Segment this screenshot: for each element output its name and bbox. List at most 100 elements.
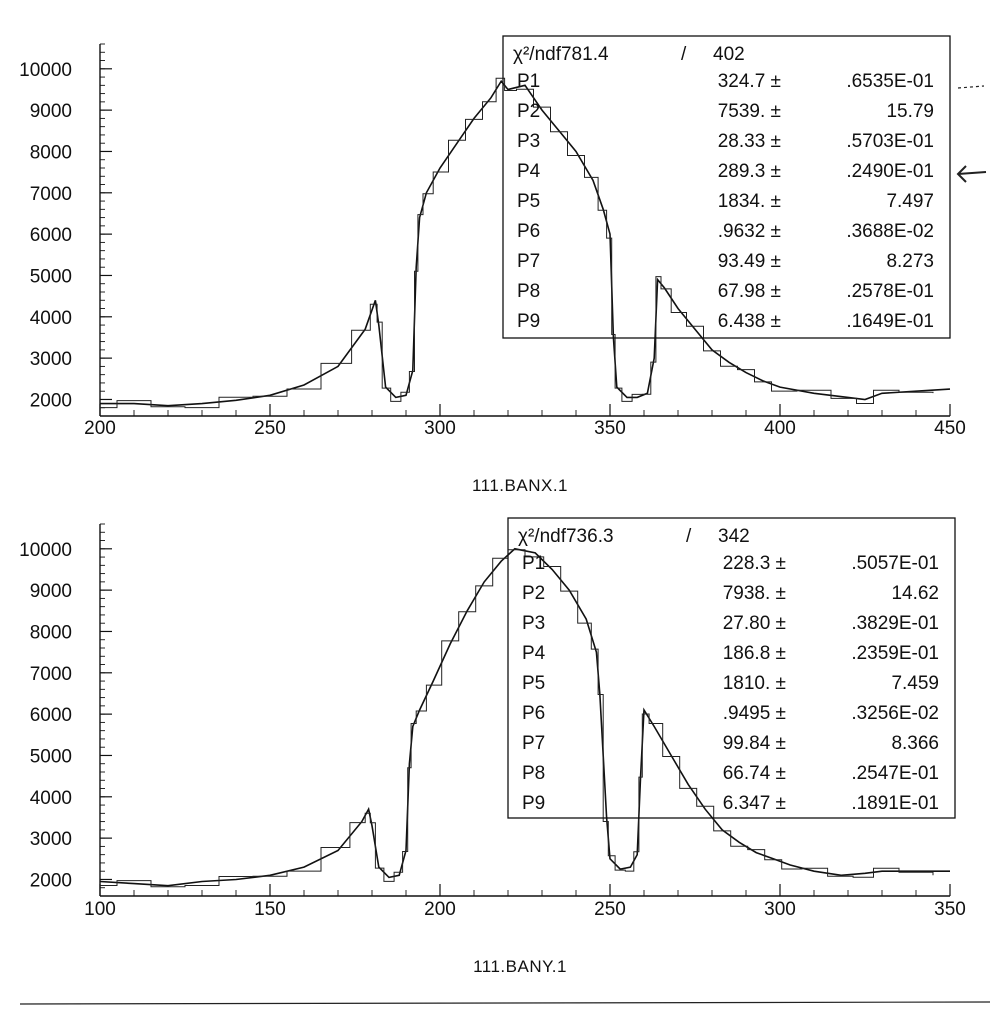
stats-param-value: 6.438 ± xyxy=(718,311,781,332)
stats-param-value: 186.8 ± xyxy=(723,643,786,664)
histogram-steps xyxy=(100,77,934,409)
stats-param-value: 7938. ± xyxy=(723,583,786,604)
stats-param-error: 7.459 xyxy=(891,673,939,694)
x-tick-label: 250 xyxy=(594,899,626,920)
y-tick-label: 2000 xyxy=(30,390,72,411)
x-tick-label: 350 xyxy=(594,418,626,439)
stats-param-name: P9 xyxy=(517,311,540,332)
stats-param-value: 6.347 ± xyxy=(723,793,786,814)
page-bottom-rule xyxy=(19,1001,991,1005)
stats-param-error: .1649E-01 xyxy=(846,311,934,332)
x-tick-label: 150 xyxy=(254,899,286,920)
stats-param-name: P4 xyxy=(522,643,546,664)
stats-param-name: P3 xyxy=(522,613,545,634)
x-tick-label: 100 xyxy=(84,899,116,920)
stats-chi2-label: χ²/ndf736.3 xyxy=(518,526,614,547)
stats-param-value: 28.33 ± xyxy=(718,131,781,152)
y-tick-label: 5000 xyxy=(30,746,72,767)
x-tick-label: 200 xyxy=(84,418,116,439)
stats-slash: / xyxy=(686,526,692,547)
stats-box xyxy=(507,517,956,819)
y-tick-label: 8000 xyxy=(30,142,72,163)
y-tick-label: 3000 xyxy=(30,349,72,370)
stats-chi2-value: 402 xyxy=(713,44,745,65)
y-tick-label: 9000 xyxy=(30,581,72,602)
x-tick-label: 300 xyxy=(764,899,796,920)
stats-param-value: 228.3 ± xyxy=(723,553,786,574)
stats-param-value: 289.3 ± xyxy=(718,161,781,182)
stats-param-name: P8 xyxy=(517,281,540,302)
x-axis-label: 111.BANY.1 xyxy=(473,957,567,976)
stats-param-error: .2490E-01 xyxy=(846,161,934,182)
annotation-dash-mark xyxy=(957,85,985,89)
stats-param-name: P7 xyxy=(517,251,540,272)
x-tick-label: 250 xyxy=(254,418,286,439)
y-tick-label: 10000 xyxy=(19,60,72,81)
stats-param-error: .5057E-01 xyxy=(851,553,939,574)
x-axis-label: 111.BANX.1 xyxy=(472,476,568,495)
y-tick-label: 5000 xyxy=(30,266,72,287)
stats-param-error: .6535E-01 xyxy=(846,71,934,92)
stats-param-error: .3688E-02 xyxy=(846,221,934,242)
fit-curve xyxy=(100,79,951,407)
stats-param-value: 1810. ± xyxy=(723,673,786,694)
y-tick-label: 3000 xyxy=(30,829,72,850)
y-tick-label: 9000 xyxy=(30,101,72,122)
stats-param-value: .9632 ± xyxy=(718,221,781,242)
x-tick-label: 350 xyxy=(934,899,966,920)
chart-panel-1: 2000 3000 4000 5000 6000 7000 8000 9000 10000 200… xyxy=(19,35,966,495)
stats-param-name: P8 xyxy=(522,763,545,784)
stats-chi2-label: χ²/ndf781.4 xyxy=(513,44,609,65)
stats-param-error: 15.79 xyxy=(886,101,934,122)
stats-param-name: P5 xyxy=(517,191,540,212)
stats-param-name: P9 xyxy=(522,793,545,814)
stats-param-name: P5 xyxy=(522,673,545,694)
y-tick-label: 4000 xyxy=(30,308,72,329)
stats-param-name: P1 xyxy=(522,553,545,574)
stats-param-error: .3256E-02 xyxy=(851,703,939,724)
stats-param-error: 7.497 xyxy=(886,191,934,212)
x-tick-label: 400 xyxy=(764,418,796,439)
stats-param-value: 1834. ± xyxy=(718,191,781,212)
y-tick-label: 10000 xyxy=(19,540,72,561)
chart-panel-2: 2000 3000 4000 5000 6000 7000 8000 9000 10000 100… xyxy=(19,517,966,976)
stats-param-value: 27.80 ± xyxy=(723,613,786,634)
y-tick-label: 7000 xyxy=(30,664,72,685)
stats-param-value: 99.84 ± xyxy=(723,733,786,754)
stats-param-error: 8.273 xyxy=(886,251,934,272)
stats-param-name: P6 xyxy=(522,703,545,724)
stats-param-name: P2 xyxy=(517,101,540,122)
y-tick-label: 6000 xyxy=(30,705,72,726)
annotation-arrow-icon xyxy=(956,165,987,183)
stats-param-error: .2359E-01 xyxy=(851,643,939,664)
stats-param-value: 67.98 ± xyxy=(718,281,781,302)
stats-chi2-value: 342 xyxy=(718,526,750,547)
x-tick-label: 450 xyxy=(934,418,966,439)
stats-param-error: .1891E-01 xyxy=(851,793,939,814)
histogram-steps xyxy=(100,549,934,888)
stats-param-value: 93.49 ± xyxy=(718,251,781,272)
stats-param-error: .5703E-01 xyxy=(846,131,934,152)
stats-param-name: P2 xyxy=(522,583,545,604)
y-tick-label: 4000 xyxy=(30,788,72,809)
stats-param-error: 14.62 xyxy=(891,583,939,604)
stats-param-error: .3829E-01 xyxy=(851,613,939,634)
x-tick-label: 200 xyxy=(424,899,456,920)
stats-param-value: .9495 ± xyxy=(723,703,786,724)
stats-param-name: P6 xyxy=(517,221,540,242)
y-tick-label: 2000 xyxy=(30,870,72,891)
stats-param-name: P3 xyxy=(517,131,540,152)
y-tick-label: 7000 xyxy=(30,184,72,205)
stats-param-error: .2578E-01 xyxy=(846,281,934,302)
stats-param-error: .2547E-01 xyxy=(851,763,939,784)
stats-param-value: 66.74 ± xyxy=(723,763,786,784)
x-tick-label: 300 xyxy=(424,418,456,439)
stats-param-name: P1 xyxy=(517,71,540,92)
y-tick-label: 6000 xyxy=(30,225,72,246)
stats-param-value: 324.7 ± xyxy=(718,71,781,92)
stats-param-name: P4 xyxy=(517,161,541,182)
stats-box xyxy=(502,35,951,339)
stats-param-name: P7 xyxy=(522,733,545,754)
stats-param-value: 7539. ± xyxy=(718,101,781,122)
